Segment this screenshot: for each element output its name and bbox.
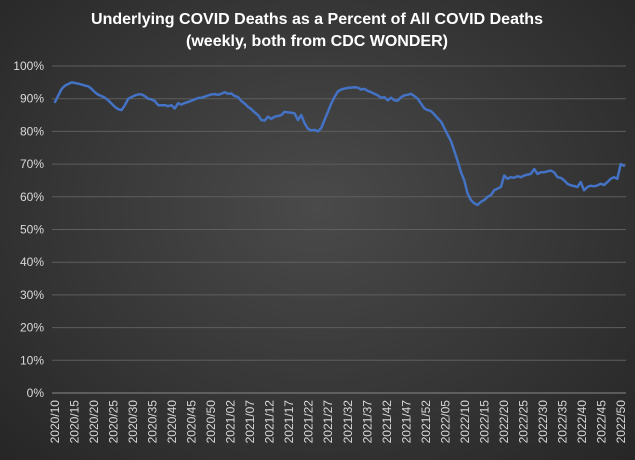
series-group — [53, 81, 626, 207]
chart-subtitle: (weekly, both from CDC WONDER) — [186, 33, 448, 50]
x-tick-label: 2022/30 — [536, 400, 550, 444]
x-tick-label: 2021/32 — [341, 400, 355, 444]
x-tick-label: 2020/35 — [146, 400, 160, 444]
y-tick-label: 90% — [20, 92, 44, 106]
x-tick-label: 2021/37 — [360, 400, 374, 444]
y-axis: 0% 10% 20% 30% 40% 50% 60% 70% 80% 90% 100% — [13, 59, 44, 400]
x-tick-label: 2020/10 — [48, 400, 62, 444]
y-tick-label: 30% — [20, 288, 44, 302]
y-tick-label: 60% — [20, 190, 44, 204]
x-tick-label: 2021/52 — [419, 400, 433, 444]
x-tick-label: 2022/35 — [555, 400, 569, 444]
x-tick-label: 2022/05 — [438, 400, 452, 444]
chart-title: Underlying COVID Deaths as a Percent of … — [91, 11, 543, 28]
y-tick-label: 10% — [20, 353, 44, 367]
y-tick-label: 50% — [20, 223, 44, 237]
x-tick-label: 2022/20 — [497, 400, 511, 444]
y-tick-label: 0% — [27, 386, 45, 400]
x-tick-label: 2022/40 — [575, 400, 589, 444]
gridlines — [52, 65, 626, 394]
x-axis: 2020/10 2020/15 2020/20 2020/25 2020/30 2020/… — [48, 400, 628, 444]
x-tick-label: 2020/15 — [68, 400, 82, 444]
x-tick-label: 2022/45 — [595, 400, 609, 444]
x-tick-label: 2021/22 — [302, 400, 316, 444]
x-tick-label: 2022/25 — [516, 400, 530, 444]
x-tick-label: 2021/02 — [224, 400, 238, 444]
x-tick-label: 2020/45 — [185, 400, 199, 444]
x-tick-label: 2021/42 — [380, 400, 394, 444]
x-tick-label: 2021/12 — [263, 400, 277, 444]
x-tick-label: 2020/25 — [107, 400, 121, 444]
y-tick-label: 20% — [20, 321, 44, 335]
x-tick-label: 2021/07 — [243, 400, 257, 444]
x-tick-label: 2020/50 — [204, 400, 218, 444]
x-tick-label: 2022/15 — [477, 400, 491, 444]
x-tick-label: 2022/10 — [458, 400, 472, 444]
x-tick-label: 2021/27 — [321, 400, 335, 444]
series-line — [53, 81, 626, 207]
x-tick-label: 2020/30 — [126, 400, 140, 444]
x-tick-label: 2021/47 — [399, 400, 413, 444]
y-tick-label: 70% — [20, 157, 44, 171]
x-tick-label: 2020/40 — [165, 400, 179, 444]
x-tick-label: 2022/50 — [614, 400, 628, 444]
y-tick-label: 100% — [13, 59, 44, 73]
y-tick-label: 80% — [20, 124, 44, 138]
x-tick-label: 2021/17 — [282, 400, 296, 444]
y-tick-label: 40% — [20, 255, 44, 269]
x-tick-label: 2020/20 — [87, 400, 101, 444]
